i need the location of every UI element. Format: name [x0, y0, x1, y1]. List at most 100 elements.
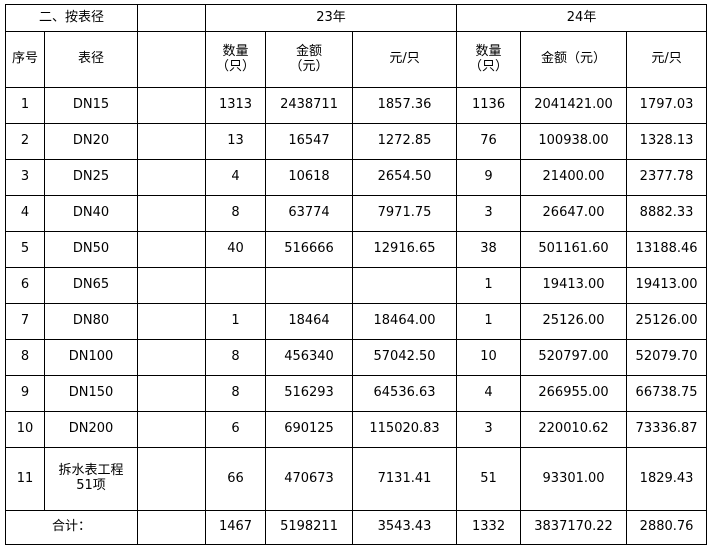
cell-index: 6	[5, 267, 45, 304]
total-label: 合计：	[4, 510, 139, 545]
cell-amount-24: 93301.00	[520, 447, 628, 511]
title-row-blank-cell	[137, 4, 207, 32]
header-unit-price-24: 元/只	[626, 31, 708, 88]
cell-unit-price-24: 8882.33	[626, 195, 708, 232]
cell-quantity-24: 1	[456, 303, 522, 340]
cell-unit-price-23	[352, 267, 458, 304]
cell-amount-24: 220010.62	[520, 411, 628, 448]
year-group-24: 24年	[456, 4, 708, 32]
cell-blank	[137, 195, 207, 232]
cell-unit-price-24: 2377.78	[626, 159, 708, 196]
cell-index: 9	[5, 375, 45, 412]
cell-index: 3	[5, 159, 45, 196]
cell-index: 7	[5, 303, 45, 340]
cell-unit-price-24: 13188.46	[626, 231, 708, 268]
cell-meter-size: DN25	[43, 159, 139, 196]
total-quantity-24: 1332	[456, 510, 522, 545]
cell-quantity-24: 3	[456, 195, 522, 232]
cell-blank	[137, 339, 207, 376]
table-row: 2 DN20 13 16547 1272.85 76 100938.00 132…	[5, 123, 708, 160]
cell-blank	[137, 159, 207, 196]
cell-quantity-24: 1	[456, 267, 522, 304]
cell-unit-price-24: 52079.70	[626, 339, 708, 376]
total-amount-23: 5198211	[265, 510, 354, 545]
year-group-23: 23年	[205, 4, 458, 32]
cell-unit-price-23: 7131.41	[352, 447, 458, 511]
cell-quantity-23: 13	[205, 123, 267, 160]
cell-quantity-23: 8	[205, 339, 267, 376]
header-meter-size: 表径	[43, 31, 139, 88]
cell-unit-price-24: 19413.00	[626, 267, 708, 304]
cell-quantity-24: 76	[456, 123, 522, 160]
cell-quantity-24: 38	[456, 231, 522, 268]
cell-amount-24: 501161.60	[520, 231, 628, 268]
table-row: 8 DN100 8 456340 57042.50 10 520797.00 5…	[5, 339, 708, 376]
cell-unit-price-24: 73336.87	[626, 411, 708, 448]
cell-amount-23: 63774	[265, 195, 354, 232]
header-unit-price-23: 元/只	[352, 31, 458, 88]
cell-quantity-24: 9	[456, 159, 522, 196]
cell-amount-23: 470673	[265, 447, 354, 511]
table-row: 11 拆水表工程 51项 66 470673 7131.41 51 93301.…	[5, 447, 708, 511]
header-index: 序号	[5, 31, 45, 88]
cell-unit-price-24: 25126.00	[626, 303, 708, 340]
cell-meter-size: DN15	[43, 87, 139, 124]
cell-quantity-23: 1313	[205, 87, 267, 124]
cell-index: 8	[5, 339, 45, 376]
cell-blank	[137, 267, 207, 304]
cell-amount-24: 520797.00	[520, 339, 628, 376]
cell-meter-size: DN50	[43, 231, 139, 268]
cell-index: 4	[5, 195, 45, 232]
cell-amount-23: 456340	[265, 339, 354, 376]
cell-amount-23: 18464	[265, 303, 354, 340]
cell-amount-23: 10618	[265, 159, 354, 196]
cell-unit-price-23: 12916.65	[352, 231, 458, 268]
cell-index: 11	[5, 447, 45, 511]
cell-unit-price-23: 2654.50	[352, 159, 458, 196]
cell-amount-23: 16547	[265, 123, 354, 160]
cell-quantity-24: 3	[456, 411, 522, 448]
cell-unit-price-24: 1829.43	[626, 447, 708, 511]
cell-amount-24: 25126.00	[520, 303, 628, 340]
table-row: 1 DN15 1313 2438711 1857.36 1136 2041421…	[5, 87, 708, 124]
cell-meter-size: DN150	[43, 375, 139, 412]
cell-amount-24: 100938.00	[520, 123, 628, 160]
table-row: 9 DN150 8 516293 64536.63 4 266955.00 66…	[5, 375, 708, 412]
section-title: 二、按表径	[4, 4, 139, 32]
total-unit-price-23: 3543.43	[352, 510, 458, 545]
cell-unit-price-24: 66738.75	[626, 375, 708, 412]
table-row: 5 DN50 40 516666 12916.65 38 501161.60 1…	[5, 231, 708, 268]
cell-blank	[137, 87, 207, 124]
cell-amount-23	[265, 267, 354, 304]
cell-meter-size: DN80	[43, 303, 139, 340]
header-amount-24: 金额（元）	[520, 31, 628, 88]
cell-amount-23: 516293	[265, 375, 354, 412]
meter-diameter-table: 二、按表径 23年 24年 序号 表径 数量 （只） 金额 （元） 元/只 数量…	[4, 4, 708, 545]
header-quantity-23: 数量 （只）	[205, 31, 267, 88]
total-blank	[137, 510, 207, 545]
spreadsheet-canvas: 二、按表径 23年 24年 序号 表径 数量 （只） 金额 （元） 元/只 数量…	[4, 4, 708, 545]
cell-index: 5	[5, 231, 45, 268]
cell-index: 2	[5, 123, 45, 160]
cell-amount-24: 26647.00	[520, 195, 628, 232]
table-row: 7 DN80 1 18464 18464.00 1 25126.00 25126…	[5, 303, 708, 340]
total-amount-24: 3837170.22	[520, 510, 628, 545]
cell-quantity-24: 1136	[456, 87, 522, 124]
table-title-row: 二、按表径 23年 24年	[4, 4, 708, 32]
cell-unit-price-23: 18464.00	[352, 303, 458, 340]
cell-unit-price-24: 1328.13	[626, 123, 708, 160]
header-blank	[137, 31, 207, 88]
cell-blank	[137, 303, 207, 340]
cell-blank	[137, 231, 207, 268]
cell-amount-24: 21400.00	[520, 159, 628, 196]
cell-meter-size: DN40	[43, 195, 139, 232]
cell-blank	[137, 123, 207, 160]
table-row: 6 DN65 1 19413.00 19413.00	[5, 267, 708, 304]
cell-quantity-23: 8	[205, 375, 267, 412]
cell-quantity-24: 4	[456, 375, 522, 412]
total-unit-price-24: 2880.76	[626, 510, 708, 545]
cell-quantity-23: 1	[205, 303, 267, 340]
table-row: 3 DN25 4 10618 2654.50 9 21400.00 2377.7…	[5, 159, 708, 196]
cell-amount-23: 690125	[265, 411, 354, 448]
cell-amount-24: 19413.00	[520, 267, 628, 304]
